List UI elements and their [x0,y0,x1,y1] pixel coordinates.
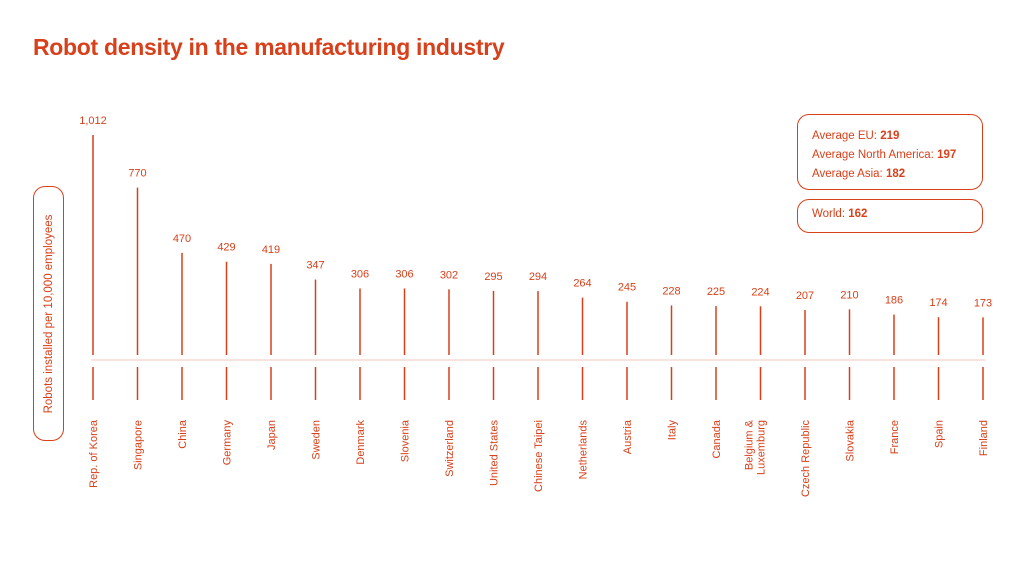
average-asia-label: Average Asia: [812,168,883,180]
data-label: 174 [929,297,947,309]
data-label: 294 [529,271,547,283]
world-average-box: World: 162 [797,199,983,233]
category-label: Singapore [133,420,145,470]
category-label: Germany [222,420,234,466]
data-label: 210 [840,289,858,301]
category-label: Slovenia [400,419,412,462]
category-label: China [177,419,189,449]
category-label: Denmark [355,420,367,465]
category-label-group: Switzerland [444,420,456,477]
category-label-group: Finland [978,420,990,456]
category-label-group: Spain [934,420,946,448]
category-label-group: Czech Republic [800,420,812,498]
world-value: 162 [848,208,868,220]
data-label: 225 [707,286,725,298]
category-label-group: Japan [266,420,278,450]
data-label: 295 [484,271,502,283]
average-asia-value: 182 [885,168,906,180]
category-label: Luxemburg [756,420,768,475]
average-eu-label: Average EU: [812,130,877,142]
world-label: World: [812,208,846,220]
data-label: 347 [306,260,324,272]
average-north-america-label: Average North America: [812,149,934,161]
data-label: 306 [395,268,413,280]
data-label: 1,012 [79,115,107,127]
average-north-america-line: Average North America: 197 [812,146,982,165]
y-axis-label-box: Robots installed per 10,000 employees [33,186,64,441]
category-label: Sweden [311,420,323,460]
chart-title: Robot density in the manufacturing indus… [33,34,505,60]
average-eu-value: 219 [880,130,900,142]
data-label: 207 [796,290,814,302]
data-label: 264 [573,278,591,290]
data-label: 224 [751,286,769,298]
category-label: Japan [266,420,278,450]
category-label-group: Germany [222,420,234,466]
data-label: 470 [173,233,191,245]
data-label: 186 [885,295,903,307]
data-label: 419 [262,244,280,256]
average-eu-line: Average EU: 219 [812,127,982,146]
category-label: Switzerland [444,420,456,477]
category-label-group: Netherlands [578,420,590,480]
category-label-group: Italy [667,420,679,441]
category-label: Netherlands [578,420,590,480]
category-label-group: Belgium & Luxemburg [744,419,768,475]
regional-averages-box: Average EU: 219 Average North America: 1… [797,114,983,190]
category-label-group: Chinese Taipei [533,420,545,492]
category-label-group: Slovenia [400,419,412,462]
category-label: Rep. of Korea [88,419,100,488]
category-label-group: Denmark [355,420,367,465]
data-label: 429 [217,242,235,254]
category-label: France [889,420,901,454]
category-label: Spain [934,420,946,448]
category-label-group: Canada [711,419,723,458]
category-label-group: China [177,419,189,449]
category-label: Austria [622,419,634,454]
category-label: Slovakia [845,419,857,461]
category-label-group: Singapore [133,420,145,470]
category-label-group: Austria [622,419,634,454]
category-label: Italy [667,420,679,441]
data-label: 770 [128,168,146,180]
category-label-group: France [889,420,901,454]
category-label: Chinese Taipei [533,420,545,492]
data-label: 245 [618,282,636,294]
category-label-group: Slovakia [845,419,857,461]
average-north-america-value: 197 [937,149,957,161]
category-label: Belgium & [744,419,756,470]
data-label: 228 [662,285,680,297]
data-label: 306 [351,268,369,280]
data-label: 302 [440,269,458,281]
category-label-group: Sweden [311,420,323,460]
category-label: Finland [978,420,990,456]
category-label-group: United States [489,420,501,487]
category-label: Canada [711,419,723,458]
category-label-group: Rep. of Korea [88,419,100,488]
category-label: Czech Republic [800,420,812,498]
average-asia-line: Average Asia: 182 [812,165,982,184]
data-label: 173 [974,297,992,309]
category-label: United States [489,420,501,487]
